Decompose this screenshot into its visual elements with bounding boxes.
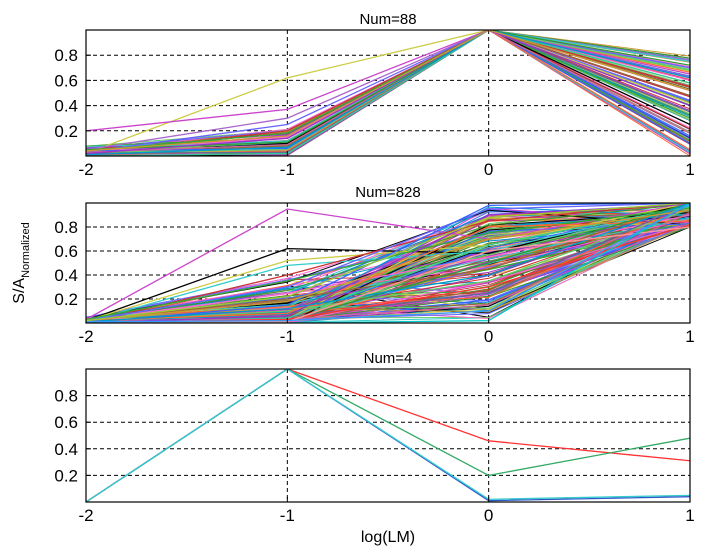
series-line-22 [86, 203, 690, 323]
y-tick-label: 0.8 [54, 218, 78, 237]
x-tick-label: -1 [280, 327, 295, 346]
series-line-19 [86, 209, 690, 322]
y-tick-label: 0.4 [54, 97, 78, 116]
y-tick-label: 0.4 [54, 440, 78, 459]
x-tick-label: 1 [685, 506, 694, 525]
series-line-23 [86, 203, 690, 323]
series-group [86, 369, 690, 502]
series-group [86, 203, 690, 323]
series-line-bundle [86, 214, 690, 319]
chart-panel-3: -2 -1 0 1 0.2 0.4 0.6 0.8 Num=4 log(LM) [54, 350, 694, 546]
y-tick-label: 0.6 [54, 413, 78, 432]
panel-title: Num=828 [355, 184, 420, 201]
x-tick-label: -2 [78, 160, 93, 179]
x-tick-label: 1 [685, 160, 694, 179]
series-line-18 [86, 30, 690, 155]
series-line-bundle [86, 217, 690, 320]
series-line-16 [86, 30, 690, 153]
series-line-4 [86, 30, 690, 153]
x-axis-label: log(LM) [361, 529, 415, 546]
x-tick-label: 0 [484, 160, 493, 179]
chart-panel-2: -2 -1 0 1 0.2 0.4 0.6 0.8 Num=828 S/ANormalized [11, 184, 695, 346]
series-line-9 [86, 203, 690, 322]
y-tick-label: 0.8 [54, 46, 78, 65]
series-line-2 [86, 30, 690, 132]
plot-frame [85, 29, 691, 157]
y-tick-label: 0.2 [54, 122, 78, 141]
y-tick-label: 0.4 [54, 266, 78, 285]
series-line-6 [86, 30, 690, 152]
x-tick-label: 0 [484, 506, 493, 525]
y-tick-label: 0.6 [54, 71, 78, 90]
plot-frame [85, 202, 691, 324]
plot-frame [85, 368, 691, 503]
series-line-19 [86, 30, 690, 156]
series-line-4 [86, 369, 690, 502]
series-line-15 [86, 30, 690, 156]
x-tick-label: -2 [78, 327, 93, 346]
series-line-7 [86, 203, 690, 322]
series-line-4 [86, 204, 690, 323]
y-tick-label: 0.6 [54, 242, 78, 261]
panel-title: Num=4 [364, 350, 413, 367]
y-tick-label: 0.2 [54, 290, 78, 309]
x-tick-label: -2 [78, 506, 93, 525]
series-line-24 [86, 203, 690, 322]
series-line-20 [86, 30, 690, 152]
x-tick-label: 1 [685, 327, 694, 346]
series-line-bundle [86, 204, 690, 319]
series-line-10 [86, 203, 690, 323]
x-tick-label: -1 [280, 160, 295, 179]
x-tick-label: -1 [280, 506, 295, 525]
x-tick-label: 0 [484, 327, 493, 346]
y-tick-label: 0.2 [54, 466, 78, 485]
y-tick-label: 0.8 [54, 387, 78, 406]
y-axis-label: S/ANormalized [11, 222, 32, 303]
series-group [86, 30, 690, 156]
chart-panel-1: -2 -1 0 1 0.2 0.4 0.6 0.8 Num=88 [54, 11, 694, 179]
series-line-1 [86, 30, 690, 155]
panel-title: Num=88 [359, 11, 416, 28]
